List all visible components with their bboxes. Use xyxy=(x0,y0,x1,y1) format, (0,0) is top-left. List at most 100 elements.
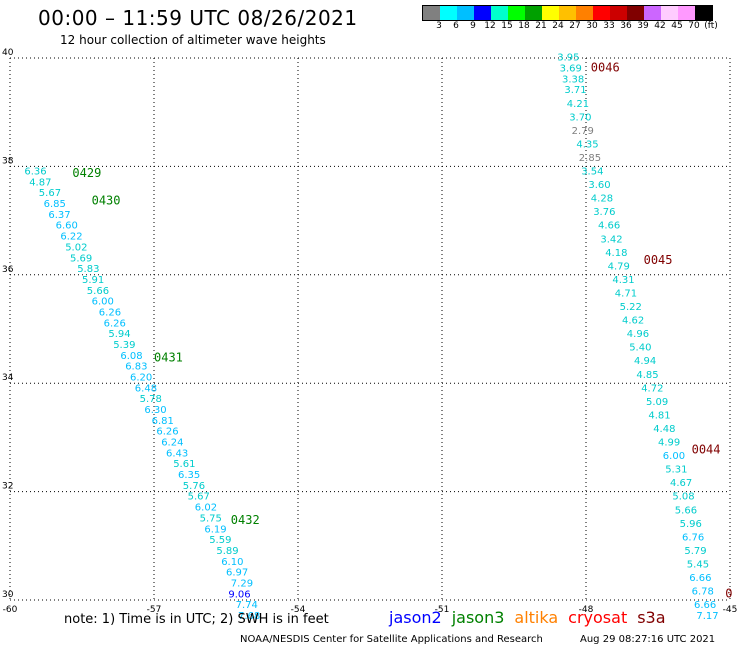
lon-tick-label: -57 xyxy=(147,605,162,615)
lon-tick-label: -51 xyxy=(435,605,450,615)
wave-height-value: 5.67 xyxy=(188,492,210,503)
wave-height-value: 6.97 xyxy=(226,568,248,579)
satellite-legend: jason2 jason3 altika cryosat s3a xyxy=(389,608,676,627)
wave-height-value: 6.48 xyxy=(135,383,157,394)
legend-label: 30 xyxy=(586,21,598,31)
legend-swatch xyxy=(508,6,525,20)
legend-label: 6 xyxy=(453,21,459,31)
wave-height-value: 3.70 xyxy=(569,112,591,123)
wave-height-value: 6.26 xyxy=(156,427,178,438)
lat-tick-label: 32 xyxy=(2,482,13,492)
lat-tick-label: 34 xyxy=(2,373,14,383)
wave-height-value: 4.31 xyxy=(612,275,634,286)
legend-swatch xyxy=(525,6,542,20)
wave-height-value: 6.66 xyxy=(694,600,716,611)
wave-height-value: 5.39 xyxy=(113,340,135,351)
legend-swatch xyxy=(644,6,661,20)
lon-tick-label: -48 xyxy=(579,605,594,615)
wave-height-value: 2.79 xyxy=(572,126,594,137)
wave-height-value: 9.06 xyxy=(228,589,250,600)
wave-height-value: 6.76 xyxy=(682,532,704,543)
legend-label: 21 xyxy=(535,21,547,31)
legend-swatch xyxy=(474,6,491,20)
wave-height-value: 4.28 xyxy=(591,194,613,205)
satellite-name-jason3: jason3 xyxy=(451,608,505,627)
legend-label: 12 xyxy=(484,21,496,31)
legend-swatch xyxy=(440,6,457,20)
lat-tick-label: 38 xyxy=(2,156,14,166)
units-note: note: 1) Time is in UTC; 2) SWH is in fe… xyxy=(64,612,329,627)
wave-height-value: 2.85 xyxy=(579,153,601,164)
wave-height-value: 6.10 xyxy=(221,557,243,568)
pass-id-label: 0046 xyxy=(591,61,620,75)
legend-label: 39 xyxy=(637,21,649,31)
wave-height-value: 4.35 xyxy=(576,139,598,150)
satellite-name-s3a: s3a xyxy=(637,608,666,627)
wave-height-value: 4.62 xyxy=(622,316,644,327)
wave-height-value: 3.76 xyxy=(593,207,615,218)
lat-tick-label: 40 xyxy=(2,48,14,58)
wave-height-value: 6.36 xyxy=(24,167,46,178)
wave-height-value: 6.26 xyxy=(99,307,121,318)
wave-height-value: 5.67 xyxy=(39,188,61,199)
legend-swatch xyxy=(491,6,508,20)
wave-height-value: 5.31 xyxy=(665,465,687,476)
legend-label: 42 xyxy=(654,21,666,31)
wave-height-value: 6.83 xyxy=(125,362,147,373)
wave-height-value: 6.02 xyxy=(195,503,217,514)
legend-label: (ft) xyxy=(704,21,718,31)
wave-height-value: 6.85 xyxy=(44,199,66,210)
wave-height-value: 5.02 xyxy=(65,242,87,253)
legend-swatch xyxy=(542,6,559,20)
wave-height-value: 3.71 xyxy=(564,85,586,96)
lon-tick-label: -60 xyxy=(3,605,18,615)
wave-height-value: 6.81 xyxy=(152,416,174,427)
wave-height-value: 6.08 xyxy=(120,351,142,362)
pass-id-label: 0 xyxy=(725,586,732,600)
color-legend xyxy=(422,5,713,21)
wave-height-value: 4.85 xyxy=(636,370,658,381)
wave-height-value: 4.96 xyxy=(627,329,649,340)
satellite-name-jason2: jason2 xyxy=(389,608,442,627)
legend-label: 3 xyxy=(436,21,442,31)
wave-height-value: 4.99 xyxy=(658,438,680,449)
lat-tick-label: 36 xyxy=(2,265,14,275)
wave-height-value: 7.68 xyxy=(238,611,260,622)
wave-height-value: 5.09 xyxy=(646,397,668,408)
wave-height-value: 5.75 xyxy=(200,513,222,524)
wave-height-value: 4.79 xyxy=(608,261,630,272)
legend-label: 36 xyxy=(620,21,632,31)
pass-id-label: 0044 xyxy=(692,443,721,457)
legend-label: 70 xyxy=(688,21,700,31)
wave-height-value: 4.72 xyxy=(641,383,663,394)
legend-swatch xyxy=(593,6,610,20)
wave-height-value: 5.89 xyxy=(216,546,238,557)
wave-height-value: 6.66 xyxy=(689,573,711,584)
wave-height-value: 7.74 xyxy=(236,600,258,611)
wave-height-value: 7.17 xyxy=(696,611,718,622)
legend-label: 15 xyxy=(501,21,513,31)
legend-label: 27 xyxy=(569,21,581,31)
wave-height-value: 6.43 xyxy=(166,448,188,459)
legend-label: 33 xyxy=(603,21,615,31)
wave-height-value: 5.76 xyxy=(183,481,205,492)
wave-height-value: 5.66 xyxy=(87,286,109,297)
pass-id-label: 0432 xyxy=(231,513,260,527)
wave-height-value: 3.60 xyxy=(588,180,610,191)
wave-height-value: 5.08 xyxy=(672,492,694,503)
wave-height-value: 4.18 xyxy=(605,248,627,259)
color-legend-labels: 3 6 9 12 15 18 21 24 27 30 33 36 39 42 45 70 (ft) xyxy=(422,21,740,33)
wave-height-value: 6.26 xyxy=(104,318,126,329)
legend-label: 45 xyxy=(671,21,683,31)
map-subtitle: 12 hour collection of altimeter wave hei… xyxy=(60,33,326,47)
legend-swatch xyxy=(610,6,627,20)
wave-height-value: 6.00 xyxy=(663,451,685,462)
wave-height-value: 6.22 xyxy=(60,232,82,243)
wave-height-value: 6.78 xyxy=(692,587,714,598)
legend-label: 18 xyxy=(518,21,530,31)
wave-height-value: 4.87 xyxy=(29,177,51,188)
pass-id-label: 0430 xyxy=(92,193,121,207)
legend-swatch xyxy=(678,6,695,20)
wave-height-value: 3.69 xyxy=(560,64,582,75)
legend-swatch xyxy=(457,6,474,20)
